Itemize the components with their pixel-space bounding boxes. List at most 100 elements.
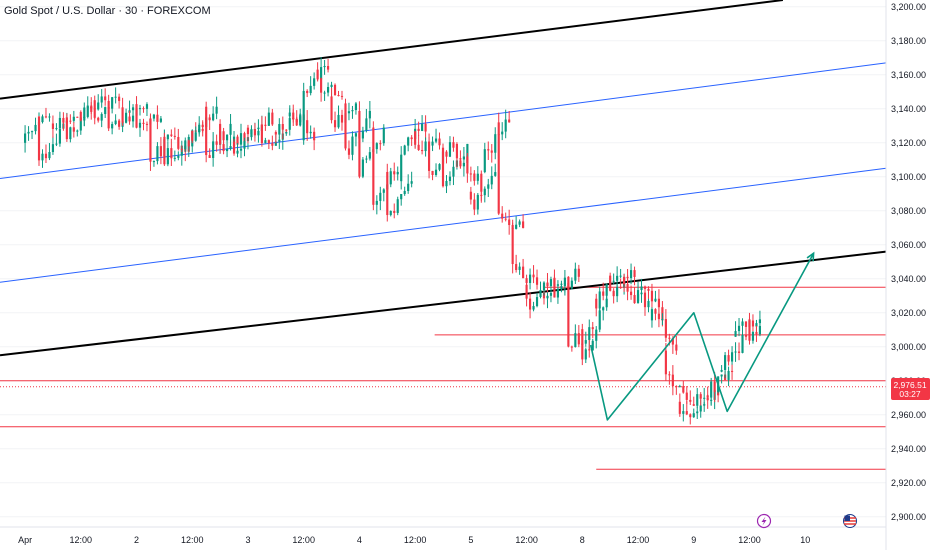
candle-body [333, 120, 337, 128]
y-tick-label: 2,920.00 [891, 478, 926, 488]
channel-line-outer-lower [0, 250, 887, 357]
candle-body [382, 127, 385, 144]
candle-body [48, 151, 51, 159]
candle-body [434, 138, 438, 142]
candle-body [41, 116, 44, 123]
candle-body [180, 148, 183, 150]
candle-body [501, 131, 504, 135]
candle-body [417, 144, 420, 151]
x-tick-label: 12:00 [70, 535, 93, 545]
candle-body [626, 284, 629, 292]
candle-body [410, 181, 413, 184]
candle-body [239, 133, 243, 145]
candle-body [111, 124, 114, 129]
candle-body [313, 131, 316, 141]
candle-body [58, 117, 61, 129]
candle-body [598, 291, 601, 309]
price-badge-box [891, 378, 930, 400]
candle-body [400, 154, 403, 182]
candle-body [337, 95, 340, 97]
candle-body [212, 141, 215, 158]
candle-body [55, 143, 58, 145]
candle-body [546, 282, 549, 287]
candle-body [476, 173, 479, 181]
candle-body [532, 274, 535, 278]
candle-body [692, 413, 695, 418]
candle-body [361, 159, 364, 177]
channel-line-outer-upper [0, 0, 784, 100]
candle-body [253, 129, 257, 136]
candle-body [156, 114, 159, 122]
candle-body [389, 171, 392, 185]
candle-body [215, 106, 218, 114]
candle-body [751, 331, 755, 341]
candle-body [72, 116, 75, 121]
candle-body [403, 145, 406, 155]
us-flag-icon[interactable] [843, 514, 857, 528]
candle-body [104, 96, 107, 101]
candle-body [246, 127, 250, 135]
candle-body [438, 138, 441, 146]
candle-body [424, 123, 427, 132]
y-tick-label: 3,180.00 [891, 36, 926, 46]
candle-body [640, 286, 643, 291]
candle-body [396, 199, 399, 213]
y-tick-label: 3,020.00 [891, 308, 926, 318]
x-axis[interactable]: Apr 12:00 2 12:00 3 12:00 4 12:00 5 12:00 8 12:00 9 1… [0, 526, 886, 545]
x-tick-label: 12:00 [292, 535, 315, 545]
candle-body [431, 141, 434, 146]
candle-body [145, 104, 149, 109]
candle-body [441, 147, 445, 187]
candle-body [79, 111, 82, 121]
candle-body [758, 325, 762, 335]
y-tick-label: 2,900.00 [891, 512, 926, 522]
candle-body [152, 161, 156, 163]
candle-body [55, 128, 58, 130]
candle-body [372, 127, 375, 205]
candle-body [100, 114, 103, 121]
candle-body [522, 266, 525, 279]
candle-body [44, 116, 48, 118]
candle-body [713, 381, 716, 392]
candle-body [93, 100, 96, 118]
candle-body [299, 114, 302, 123]
candle-body [629, 291, 633, 296]
candle-body [65, 117, 68, 140]
x-tick-label: 3 [245, 535, 250, 545]
candle-body [274, 141, 277, 146]
candle-body [358, 110, 361, 177]
lightning-icon[interactable] [756, 513, 772, 529]
candle-body [445, 151, 448, 157]
candle-body [347, 148, 351, 155]
candle-body [166, 134, 169, 140]
candle-body [636, 290, 640, 301]
y-axis[interactable]: 3,200.00 3,180.00 3,160.00 3,140.00 3,120.00… [885, 0, 926, 550]
candle-body [177, 155, 180, 158]
candle-body [131, 115, 135, 122]
candle-body [232, 141, 236, 154]
candle-body [27, 131, 30, 134]
candle-body [427, 145, 431, 171]
projection-zigzag [589, 252, 815, 421]
candle-body [138, 122, 142, 128]
candle-body [570, 346, 573, 348]
candle-body [264, 124, 267, 126]
candle-body [351, 110, 354, 112]
candle-body [473, 199, 476, 210]
candle-body [208, 117, 211, 121]
candle-body [462, 162, 465, 167]
candle-body [37, 116, 41, 161]
candle-body [208, 155, 211, 158]
candle-body [734, 351, 737, 353]
candle-body [619, 287, 622, 289]
candle-body [741, 321, 744, 326]
candle-body [511, 227, 514, 265]
candle-body [386, 171, 389, 216]
candle-body [525, 284, 528, 299]
channel-line-inner-lower [0, 167, 887, 283]
candle-body [466, 156, 469, 174]
candle-body [142, 122, 145, 124]
candle-body [487, 184, 490, 189]
